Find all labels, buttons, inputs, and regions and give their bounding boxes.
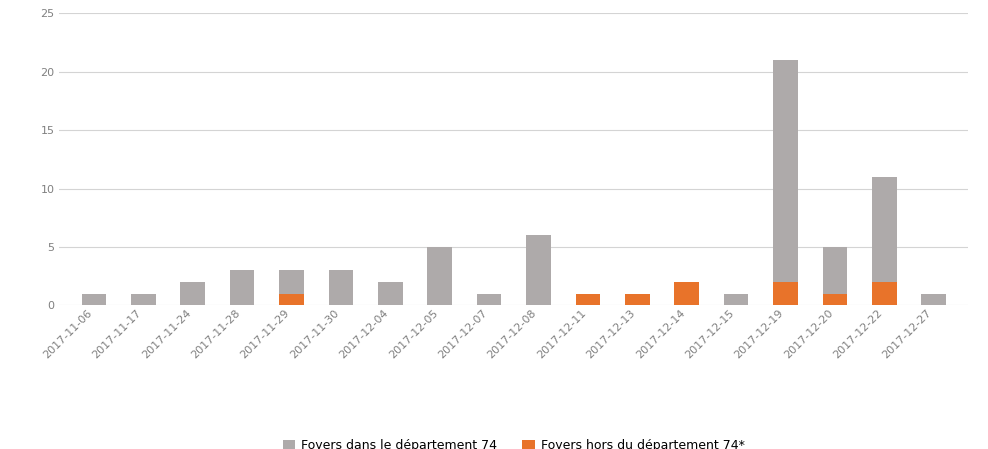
Bar	[476, 294, 501, 305]
Bar	[822, 294, 848, 305]
Bar	[377, 282, 403, 305]
Bar	[280, 270, 304, 305]
Bar	[822, 247, 848, 305]
Bar	[180, 282, 206, 305]
Bar	[428, 247, 453, 305]
Bar	[328, 270, 354, 305]
Bar	[625, 294, 650, 305]
Bar	[872, 282, 897, 305]
Bar	[280, 294, 304, 305]
Bar	[723, 294, 749, 305]
Bar	[872, 177, 897, 305]
Bar	[774, 60, 798, 305]
Bar	[774, 282, 798, 305]
Bar	[674, 282, 700, 305]
Bar	[526, 235, 551, 305]
Bar	[130, 294, 156, 305]
Bar	[81, 294, 106, 305]
Bar	[576, 294, 601, 305]
Legend: Foyers dans le département 74, Foyers hors du département 74*: Foyers dans le département 74, Foyers ho…	[278, 434, 750, 449]
Bar	[921, 294, 947, 305]
Bar	[229, 270, 255, 305]
Bar	[674, 282, 700, 305]
